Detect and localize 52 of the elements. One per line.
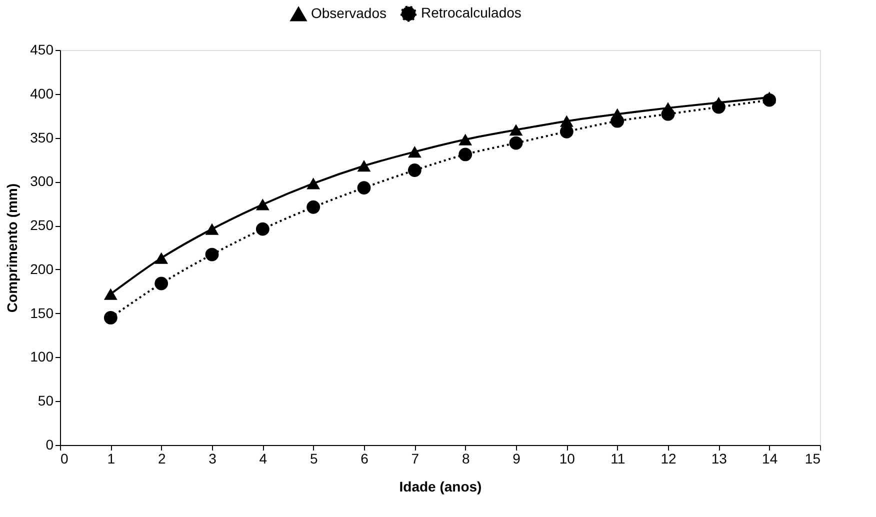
x-tick-label: 4 (259, 450, 268, 466)
point (205, 223, 219, 235)
point (509, 124, 523, 136)
y-tick-label: 400 (30, 85, 54, 102)
point (256, 222, 270, 236)
point (560, 124, 574, 138)
y-tick-label: 0 (46, 436, 54, 452)
y-tick-label: 150 (30, 304, 54, 321)
point (458, 134, 472, 146)
point (357, 160, 371, 172)
point (154, 252, 168, 264)
point (154, 276, 168, 290)
legend-label: Retrocalculados (421, 4, 522, 21)
y-tick-label: 100 (30, 348, 54, 365)
point (357, 181, 371, 195)
point (610, 114, 624, 128)
x-tick-label: 0 (60, 450, 68, 466)
point (408, 146, 422, 158)
point (306, 178, 320, 190)
x-tick-label: 8 (462, 450, 470, 466)
y-tick-label: 350 (30, 129, 54, 146)
x-tick-label: 10 (559, 450, 576, 466)
y-tick-label: 300 (30, 173, 54, 190)
y-tick-label: 50 (38, 392, 54, 409)
point (762, 93, 776, 107)
point (458, 148, 472, 162)
point (509, 136, 523, 150)
x-tick-label: 9 (512, 450, 521, 466)
x-tick-label: 14 (762, 450, 778, 466)
point (104, 288, 118, 300)
x-tick-label: 13 (711, 450, 728, 466)
x-tick-label: 3 (208, 450, 217, 466)
x-tick-label: 2 (158, 450, 166, 466)
x-tick-label: 15 (804, 450, 821, 466)
y-axis-title: Comprimento (mm) (4, 183, 20, 313)
legend-label: Observados (311, 5, 386, 22)
point (661, 107, 675, 121)
x-tick-label: 7 (411, 450, 420, 466)
y-tick-label: 200 (30, 260, 54, 277)
x-tick-label: 1 (107, 450, 116, 466)
point (256, 198, 270, 210)
x-axis-title: Idade (anos) (399, 478, 482, 494)
x-tick-label: 12 (660, 450, 676, 466)
x-tick-label: 5 (310, 450, 318, 466)
point (306, 200, 320, 214)
y-tick-label: 450 (30, 42, 54, 58)
x-tick-label: 6 (360, 450, 369, 466)
x-tick-label: 11 (610, 450, 626, 466)
point (104, 311, 118, 324)
point (408, 164, 422, 177)
point (205, 248, 219, 262)
y-tick-label: 250 (30, 217, 54, 234)
